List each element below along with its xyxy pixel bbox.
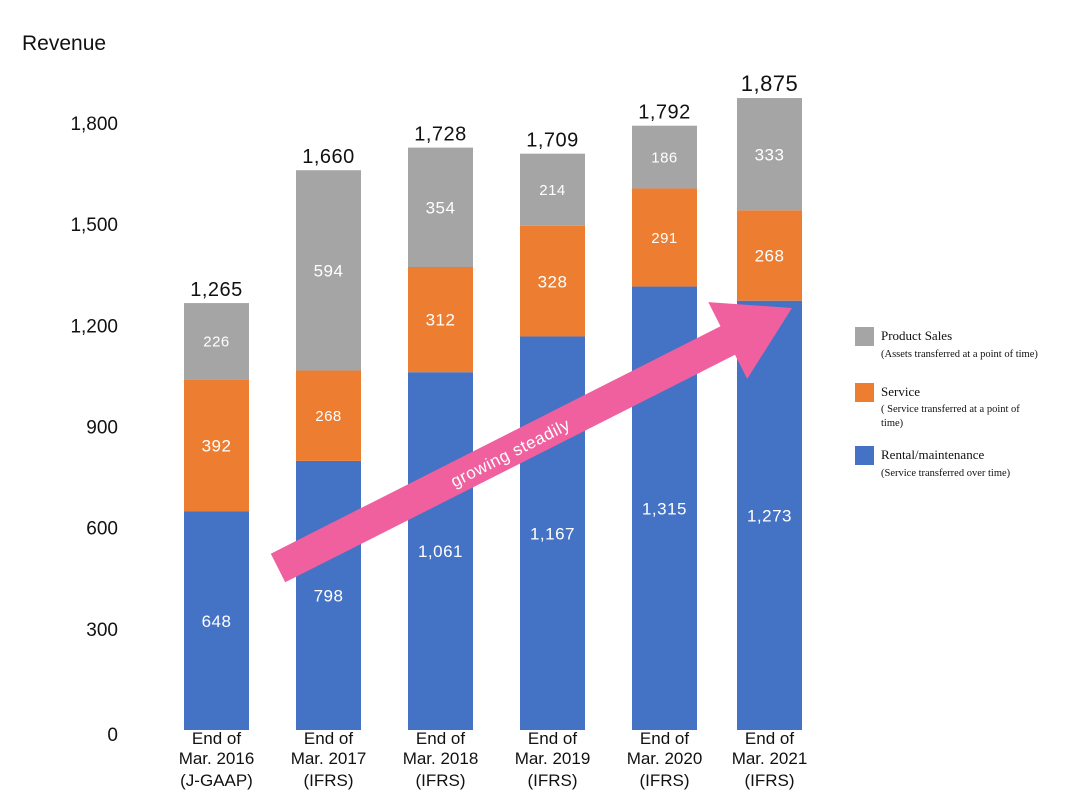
legend-label: Product Sales	[881, 328, 952, 343]
y-tick-label: 300	[86, 620, 118, 641]
bar-segment-service	[408, 266, 473, 373]
legend-rental-maintenance: Rental/maintenance (Service transferred o…	[855, 446, 1011, 479]
bar-total-label: 1,728	[414, 124, 467, 146]
legend-label: Rental/maintenance	[881, 447, 984, 462]
legend-swatch	[855, 446, 874, 465]
bar-segment-service	[296, 370, 361, 461]
segment-value-label: 1,167	[530, 524, 575, 543]
x-tick-label: (IFRS)	[744, 771, 794, 790]
segment-value-label: 291	[651, 230, 678, 247]
bar-segment-product-sales	[520, 153, 585, 226]
legend-sublabel: time)	[881, 418, 904, 429]
segment-value-label: 226	[203, 334, 230, 351]
segment-value-label: 268	[315, 408, 342, 425]
segment-value-label: 648	[202, 612, 232, 631]
x-tick-label: Mar. 2018	[403, 749, 479, 768]
x-tick-label: End of	[192, 729, 241, 748]
segment-value-label: 1,273	[747, 506, 792, 525]
bar-total-label: 1,792	[638, 102, 691, 124]
x-tick-label: (IFRS)	[527, 771, 577, 790]
x-tick-label: Mar. 2019	[515, 749, 591, 768]
x-tick-label: End of	[304, 729, 353, 748]
segment-value-label: 392	[202, 437, 232, 456]
y-axis-ticks: 0 300 600 900 1,200 1,500 1,800	[70, 114, 118, 746]
segment-value-label: 214	[539, 182, 566, 199]
bar-total-label: 1,265	[190, 279, 243, 301]
growth-arrow-shape	[270, 302, 792, 583]
bar-segment-product-sales	[296, 170, 361, 371]
legend-product-sales: Product Sales (Assets transferred at a po…	[855, 327, 1038, 360]
y-tick-label: 1,800	[70, 114, 118, 135]
segment-value-label: 1,315	[642, 499, 687, 518]
bar-segment-product-sales	[737, 98, 802, 211]
x-tick-label: End of	[745, 729, 794, 748]
bar-segment-product-sales	[408, 147, 473, 267]
bar-segment-service	[737, 210, 802, 301]
bar-total-label: 1,875	[741, 71, 799, 96]
segment-value-label: 594	[314, 261, 344, 280]
legend-label: Service	[881, 384, 920, 399]
y-tick-label: 1,200	[70, 316, 118, 337]
bar-segment-product-sales	[184, 303, 249, 380]
x-tick-label: End of	[416, 729, 465, 748]
legend-sublabel: (Service transferred over time)	[881, 468, 1011, 479]
x-tick-label: (IFRS)	[639, 771, 689, 790]
x-tick-label: End of	[528, 729, 577, 748]
legend: Product Sales (Assets transferred at a po…	[855, 327, 1038, 479]
y-tick-label: 1,500	[70, 215, 118, 236]
segment-value-label: 333	[755, 145, 785, 164]
y-axis-title: Revenue	[22, 32, 106, 55]
legend-swatch	[855, 327, 874, 346]
x-tick-label: Mar. 2020	[627, 749, 703, 768]
x-tick-label: (IFRS)	[415, 771, 465, 790]
segment-value-label: 268	[755, 247, 785, 266]
segment-value-label: 1,061	[418, 542, 463, 561]
x-tick-label: End of	[640, 729, 689, 748]
bar-segment-service	[520, 225, 585, 337]
legend-swatch	[855, 383, 874, 402]
segment-value-label: 354	[426, 198, 456, 217]
x-tick-label: Mar. 2017	[291, 749, 367, 768]
bar-segment-service	[632, 188, 697, 287]
segment-value-label: 328	[538, 272, 568, 291]
bar-segment-rental-maintenance	[184, 511, 249, 730]
bar-segment-service	[184, 379, 249, 512]
y-tick-label: 600	[86, 519, 118, 540]
x-tick-label: (J-GAAP)	[180, 771, 253, 790]
legend-sublabel: ( Service transferred at a point of	[881, 404, 1020, 415]
bar-total-label: 1,660	[302, 146, 355, 168]
legend-sublabel: (Assets transferred at a point of time)	[881, 349, 1038, 360]
segment-value-label: 186	[651, 149, 678, 166]
y-tick-label: 0	[107, 725, 118, 746]
segment-value-label: 312	[426, 311, 456, 330]
bar-segment-product-sales	[632, 125, 697, 189]
bar-segment-rental-maintenance	[408, 372, 473, 730]
legend-service: Service ( Service transferred at a point …	[855, 383, 1020, 429]
y-tick-label: 900	[86, 418, 118, 439]
x-tick-label: (IFRS)	[303, 771, 353, 790]
x-tick-label: Mar. 2021	[732, 749, 808, 768]
bars: 648 392 226 1,265 798 268 594 1,660 1,061 312 354 1…	[184, 71, 802, 730]
bar-total-label: 1,709	[526, 130, 579, 152]
x-tick-label: Mar. 2016	[179, 749, 255, 768]
segment-value-label: 798	[314, 587, 344, 606]
bar-segment-rental-maintenance	[296, 460, 361, 730]
